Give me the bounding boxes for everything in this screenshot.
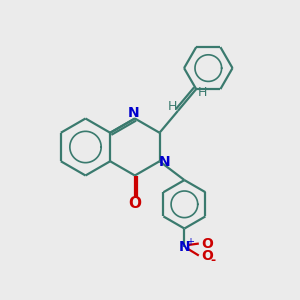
Text: -: - — [211, 254, 216, 266]
Text: O: O — [128, 196, 141, 211]
Text: H: H — [168, 100, 178, 113]
Text: H: H — [198, 86, 207, 99]
Text: N: N — [178, 240, 190, 254]
Text: N: N — [128, 106, 140, 120]
Text: O: O — [201, 248, 213, 262]
Text: O: O — [201, 236, 213, 250]
Text: N: N — [159, 155, 171, 169]
Text: +: + — [186, 237, 194, 247]
